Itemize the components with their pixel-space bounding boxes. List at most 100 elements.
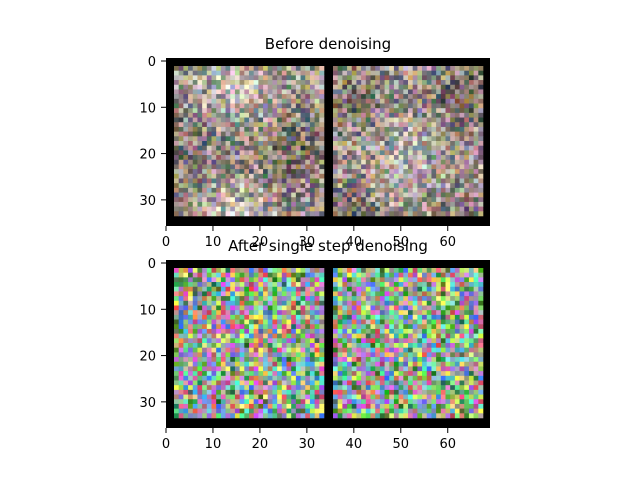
pixel <box>263 173 269 179</box>
pixel <box>408 357 413 363</box>
pixel <box>454 206 460 212</box>
pixel <box>197 98 203 104</box>
pixel <box>244 159 250 165</box>
pixel <box>445 150 451 156</box>
pixel <box>398 211 404 217</box>
pixel <box>263 296 269 302</box>
pixel <box>192 413 198 419</box>
pixel <box>300 413 306 419</box>
pixel <box>473 103 479 109</box>
pixel <box>216 94 222 100</box>
pixel <box>450 282 456 288</box>
pixel <box>281 305 287 311</box>
pixel <box>361 136 367 142</box>
x-tick-label: 0 <box>162 437 170 452</box>
pixel <box>445 291 451 297</box>
pixel <box>468 408 474 414</box>
pixel <box>398 80 404 86</box>
pixel <box>253 291 259 297</box>
pixel <box>244 122 250 128</box>
pixel <box>295 310 301 316</box>
pixel <box>277 103 283 109</box>
pixel <box>309 338 315 344</box>
pixel <box>440 169 446 175</box>
pixel <box>436 75 442 81</box>
pixel <box>342 103 348 109</box>
pixel <box>174 277 179 283</box>
pixel <box>379 150 385 156</box>
pixel <box>379 98 385 104</box>
pixel <box>440 155 446 161</box>
pixel <box>216 122 222 128</box>
pixel <box>202 136 208 142</box>
pixel <box>440 145 446 151</box>
pixel <box>478 173 484 179</box>
pixel <box>403 352 409 358</box>
pixel <box>272 277 278 283</box>
pixel <box>337 408 343 414</box>
pixel <box>375 80 381 86</box>
pixel <box>342 159 348 165</box>
pixel <box>178 94 184 100</box>
pixel <box>183 187 189 193</box>
pixel <box>468 371 474 377</box>
pixel <box>365 66 371 71</box>
pixel <box>473 197 479 203</box>
pixel <box>408 164 413 170</box>
pixel <box>361 305 367 311</box>
pixel <box>417 155 423 161</box>
pixel <box>305 136 311 142</box>
pixel <box>300 268 306 273</box>
pixel <box>220 155 226 161</box>
pixel <box>188 150 194 156</box>
pixel <box>305 206 311 212</box>
pixel <box>220 131 226 137</box>
pixel <box>370 338 376 344</box>
pixel <box>375 150 381 156</box>
pixel <box>211 333 217 339</box>
pixel <box>370 394 376 400</box>
pixel <box>375 159 381 165</box>
pixel <box>365 126 371 132</box>
pixel <box>314 187 320 193</box>
pixel <box>309 201 315 207</box>
pixel <box>211 305 217 311</box>
pixel <box>277 183 283 189</box>
pixel <box>178 103 184 109</box>
pixel <box>422 103 428 109</box>
pixel <box>440 343 446 348</box>
pixel <box>412 145 418 151</box>
pixel <box>417 187 423 193</box>
pixel <box>319 385 325 391</box>
pixel <box>412 173 418 179</box>
pixel <box>314 136 320 142</box>
pixel <box>188 84 194 90</box>
pixel <box>277 117 283 123</box>
pixel <box>431 282 437 288</box>
pixel <box>314 333 320 339</box>
pixel <box>379 314 385 320</box>
pixel <box>393 201 399 207</box>
pixel <box>188 211 194 217</box>
pixel <box>464 268 470 273</box>
pixel <box>309 150 315 156</box>
pixel <box>314 319 320 325</box>
pixel <box>230 197 236 203</box>
pixel <box>277 169 283 175</box>
pixel <box>464 389 470 395</box>
pixel <box>286 145 292 151</box>
pixel <box>309 328 315 334</box>
pixel <box>398 183 404 189</box>
pixel <box>253 286 259 292</box>
pixel <box>426 164 432 170</box>
pixel <box>230 150 236 156</box>
pixel <box>403 103 409 109</box>
pixel <box>417 183 423 189</box>
pixel <box>459 206 465 212</box>
pixel <box>403 173 409 179</box>
pixel <box>272 375 278 381</box>
pixel <box>468 183 474 189</box>
pixel <box>258 319 264 325</box>
panel-title: Before denoising <box>265 35 391 53</box>
pixel <box>389 117 395 123</box>
